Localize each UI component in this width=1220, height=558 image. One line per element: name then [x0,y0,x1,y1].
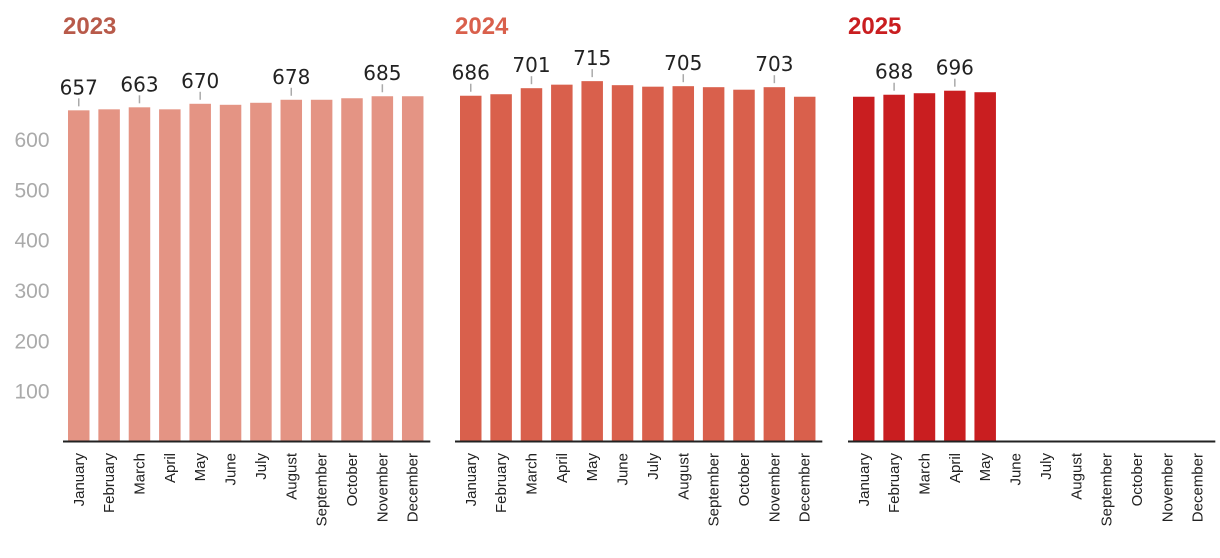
x-tick-label: July [1038,453,1055,480]
bar [733,89,755,442]
y-tick-label: 600 [14,129,49,152]
bar [280,99,303,441]
bar [581,81,603,441]
x-tick-label: January [71,453,88,507]
bar [611,85,634,441]
data-label: 685 [363,61,401,85]
x-tick-label: November [374,453,391,522]
x-tick-label: March [523,453,540,495]
bar [460,95,482,441]
bar [98,109,120,441]
bar [551,84,573,441]
x-tick-label: February [886,453,903,514]
x-tick-label: October [736,453,753,506]
x-tick-label: June [223,453,240,486]
x-tick-label: October [1129,453,1146,506]
x-tick-label: December [797,453,814,522]
x-tick-label: February [101,453,118,514]
bar [883,94,905,441]
bar [672,86,695,442]
x-tick-label: December [1190,453,1207,522]
data-label: 663 [120,72,158,96]
bar [341,98,363,442]
y-tick-label: 500 [14,179,49,202]
x-tick-label: September [706,453,723,526]
y-tick-label: 100 [14,381,49,404]
data-label: 701 [512,53,550,77]
panel-title: 2024 [455,13,509,40]
x-tick-label: March [916,453,933,495]
bar [159,109,181,441]
x-tick-label: May [977,453,994,482]
bar [642,86,664,441]
bar [853,96,875,441]
bar [401,96,424,441]
data-label: 703 [755,52,793,76]
data-label: 688 [875,60,913,84]
x-tick-label: May [584,453,601,482]
x-tick-label: April [162,453,179,483]
bar [913,93,936,442]
data-label: 696 [936,56,974,80]
x-tick-label: April [554,453,571,483]
panel-title: 2025 [848,13,901,40]
x-tick-label: October [344,453,361,506]
y-tick-label: 200 [14,330,49,353]
x-tick-label: April [947,453,964,483]
bar [68,110,90,441]
x-tick-label: January [856,453,873,507]
x-tick-label: November [1159,453,1176,522]
x-tick-label: July [645,453,662,480]
panel-title: 2023 [63,13,116,40]
data-label: 670 [181,69,219,93]
bar [520,88,543,441]
bar [310,99,333,441]
x-tick-label: January [463,453,480,507]
data-label: 705 [664,51,702,75]
bar [702,87,725,441]
x-tick-label: November [766,453,783,522]
bar [128,107,151,441]
bar [763,87,786,441]
bar [250,102,272,441]
x-tick-label: December [405,453,422,522]
x-tick-label: September [314,453,331,526]
x-tick-label: June [1008,453,1025,486]
y-tick-label: 400 [14,230,49,253]
bar [974,92,996,441]
data-label: 678 [272,65,310,89]
x-tick-label: August [283,452,300,500]
x-tick-label: August [1068,452,1085,500]
data-label: 657 [60,75,98,99]
bar [793,96,816,441]
x-tick-label: July [253,453,270,480]
bar [944,90,966,442]
bar [189,103,211,441]
x-tick-label: June [615,453,632,486]
y-tick-label: 300 [14,280,49,303]
data-label: 686 [452,61,490,85]
x-tick-label: September [1099,453,1116,526]
x-tick-label: February [493,453,510,514]
x-tick-label: May [192,453,209,482]
bar [371,96,394,441]
data-label: 715 [573,46,611,70]
x-tick-label: March [131,453,148,495]
x-tick-label: August [675,452,692,500]
bar [219,104,242,442]
bar [490,94,512,441]
